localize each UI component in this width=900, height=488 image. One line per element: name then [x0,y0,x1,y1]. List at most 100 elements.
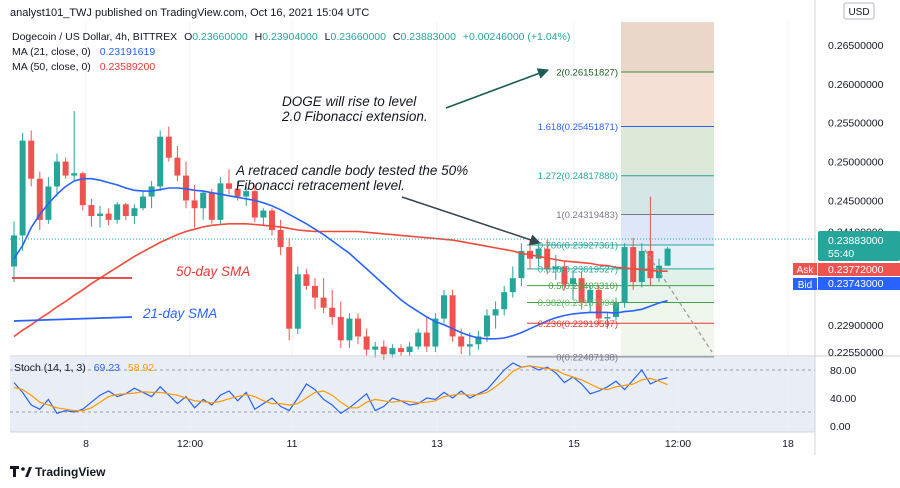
price-axis[interactable]: 0.26500000 0.26000000 0.25500000 0.25000000… [828,40,884,359]
candle [398,348,404,352]
candle [509,278,516,293]
candle-countdown: 55:40 [828,248,854,260]
current-price-tag [818,231,900,261]
fibonacci-labels: 2(0.26151827) 1.618(0.25451871) 1.272(0.24… [538,68,618,364]
ask-tag [818,263,900,276]
candle [226,183,232,189]
candle [372,346,379,350]
candle [441,295,447,319]
fibonacci-levels [527,71,714,358]
candle [329,307,336,318]
stoch-axis[interactable]: 80.00 40.00 0.00 [830,365,856,433]
candle [475,336,482,345]
candle [587,289,594,304]
candle [11,235,17,267]
candle [484,315,490,337]
time-tick-label: 8 [83,438,89,450]
fibonacci-zones [621,22,714,357]
candle [312,285,318,298]
candle [217,183,224,220]
candle [114,204,121,220]
fib-label: 0.382(0.23187094) [538,298,618,309]
time-tick-label: 12:00 [177,438,203,450]
candle [466,344,473,347]
annotation-doge-rise-2: 2.0 Fibonacci extension. [281,109,428,124]
stoch-tick-label: 80.00 [830,365,856,377]
candle [165,136,172,158]
tradingview-logo [10,466,32,477]
current-price-value: 0.23883000 [828,235,884,247]
price-tick-label: 0.25000000 [828,157,884,169]
fib-zone [621,323,714,357]
stoch-legend: Stoch (14, 1, 3) 69.23 58.92 [14,362,154,374]
candle [492,309,499,316]
fib-label: 1(0.24319483) [556,210,618,221]
ma50-legend-label: MA (50, close, 0) [12,61,91,73]
candle [71,173,78,176]
time-tick-label: 15 [568,438,580,450]
stoch-tick-label: 40.00 [830,393,856,405]
candle [88,205,95,216]
candle [432,318,439,347]
candle [458,336,465,347]
candle [140,196,146,209]
candle [613,303,619,318]
candle [28,140,35,179]
ma50-line [13,223,668,338]
fib-label: 0.236(0.22919597) [538,319,618,330]
candle [269,210,275,230]
svg-text:MA (50, close, 0) 0.2358: MA (50, close, 0) 0.23589200 [12,61,155,73]
candle [621,247,628,304]
svg-text:MA (21, close, 0) 0.2319: MA (21, close, 0) 0.23191619 [12,46,155,58]
candle [346,318,353,341]
ma21-legend-value: 0.23191619 [100,46,156,58]
candle [131,208,138,216]
stoch-k-line [13,362,668,415]
bid-value: 0.23743000 [828,278,884,290]
fib-label: 1.618(0.25451871) [538,122,618,133]
ma21-legend-label: MA (21, close, 0) [12,46,91,58]
candle [337,317,344,341]
annotation-doge-rise-1: DOGE will rise to level [282,94,417,109]
price-tick-label: 0.22550000 [828,347,884,359]
candle [208,192,215,220]
fib-label: 1.272(0.24817880) [538,171,618,182]
annotation-retrace-2: Fibonacci retracement level. [236,178,405,193]
price-tick-label: 0.22900000 [828,320,884,332]
stoch-label: Stoch (14, 1, 3) [14,362,86,374]
currency-badge[interactable] [843,2,875,20]
bid-tag-label-bg [793,278,817,290]
candle [157,136,164,187]
candle [406,346,413,352]
fib-zone [621,302,714,324]
candle [303,274,310,286]
footer-brand: TradingView [35,465,106,479]
fib-zone [621,214,714,245]
rise-arrow [445,68,550,109]
symbol-legend: Dogecoin / US Dollar, 4h, BITTREX O0.236… [12,31,570,73]
candle [260,210,267,218]
time-axis[interactable]: 8 12:00 11 13 15 12:00 18 [83,438,794,450]
ask-tag-label-bg [793,263,817,275]
candle [234,188,241,197]
fib-zone [621,72,714,127]
fib-zone [621,285,714,303]
candle [552,266,559,269]
price-tick-label: 0.25500000 [828,118,884,130]
candle [97,213,103,216]
ask-label: Ask [797,265,815,276]
sma21-marker-line [13,316,133,322]
fib-label: 2(0.26151827) [556,68,618,79]
annotation-sma50: 50-day SMA [176,264,250,279]
candle [595,289,602,319]
projection-dashed-line [644,249,713,353]
stoch-k-value: 69.23 [94,362,120,374]
candle [19,140,26,236]
candle [174,157,181,176]
candle [664,248,671,266]
candle [647,250,654,279]
annotation-retrace-1: A retraced candle body tested the 50% [235,163,468,178]
time-tick-label: 13 [431,438,443,450]
